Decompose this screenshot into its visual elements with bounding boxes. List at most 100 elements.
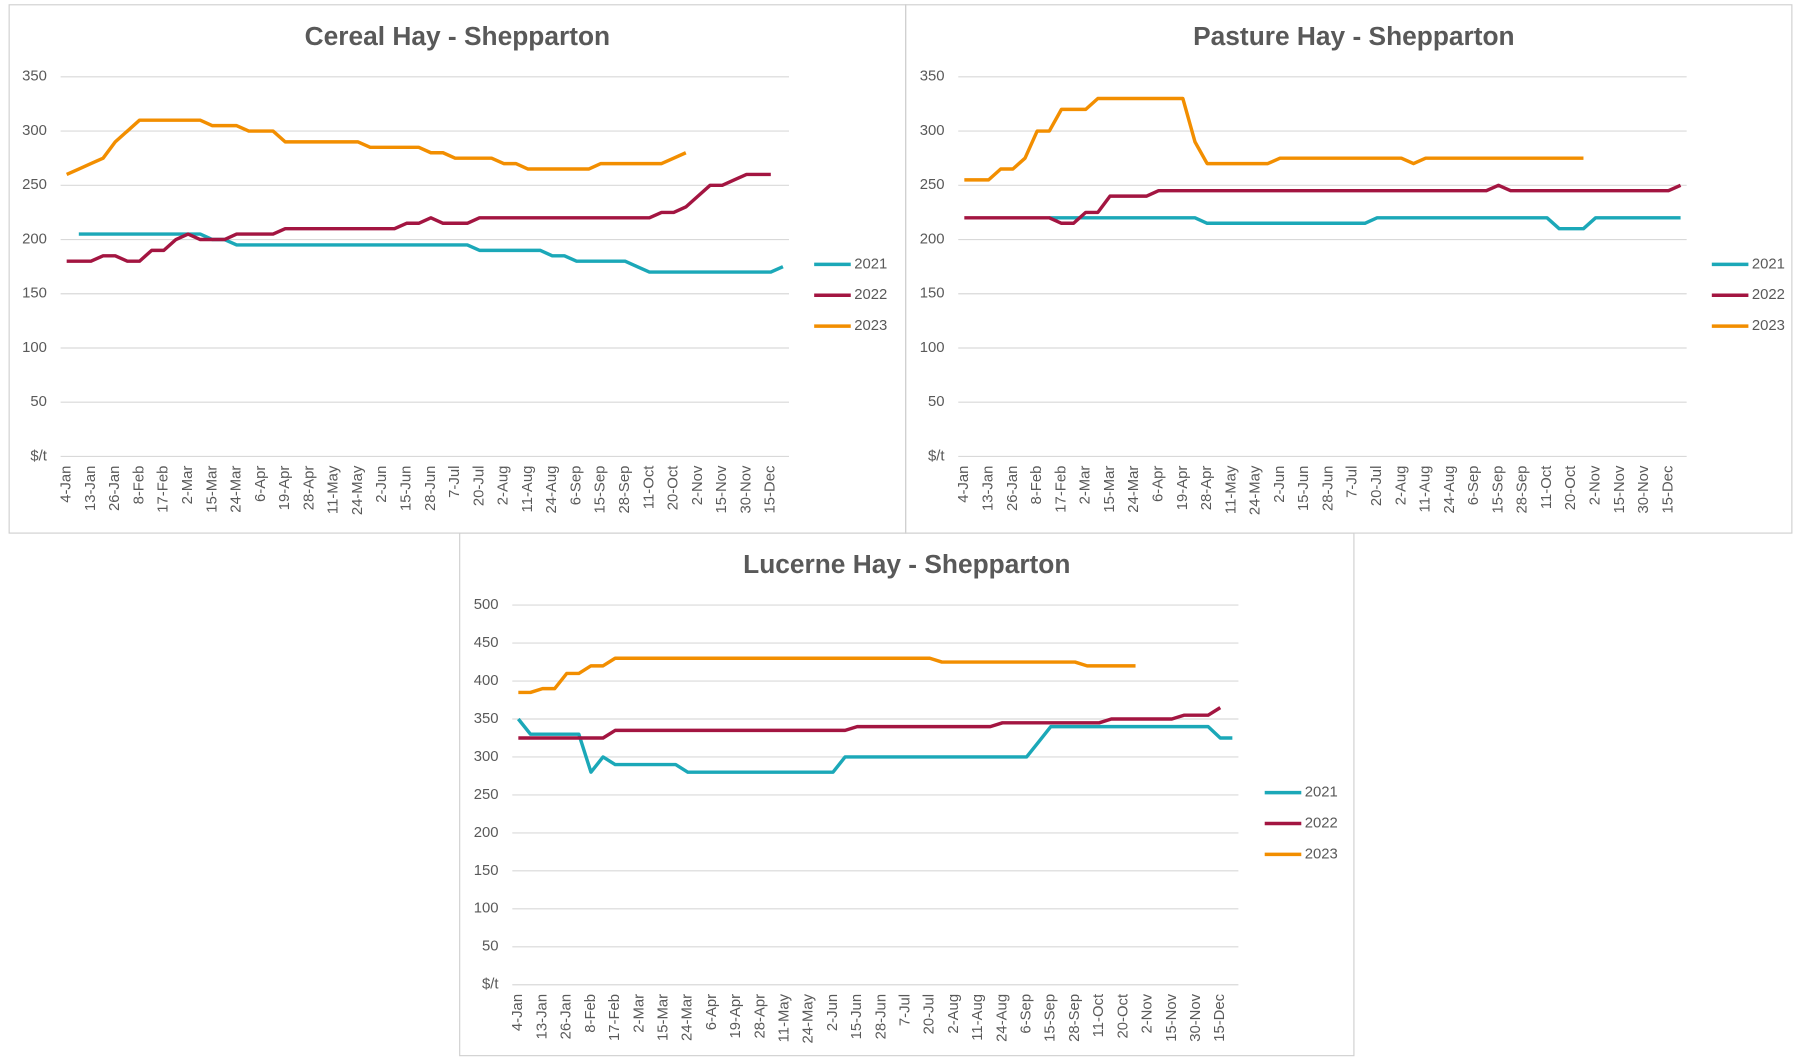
y-tick-label: 300 (22, 123, 47, 139)
y-tick-label: 450 (474, 635, 499, 651)
x-tick-label: 7-Jul (898, 994, 914, 1026)
legend-label: 2023 (1305, 846, 1338, 862)
x-tick-label: 28-Jun (873, 994, 889, 1039)
x-tick-label: 6-Sep (1019, 994, 1035, 1034)
x-tick-label: 2-Mar (631, 994, 647, 1033)
x-tick-label: 20-Oct (1563, 465, 1579, 510)
x-tick-label: 2-Aug (496, 466, 512, 506)
x-tick-label: 2-Nov (1140, 993, 1156, 1033)
x-tick-label: 2-Mar (180, 466, 196, 505)
x-tick-label: 7-Jul (447, 466, 463, 498)
panel (8, 4, 907, 534)
y-tick-label: $/t (482, 977, 499, 993)
y-tick-label: 300 (920, 123, 945, 139)
y-tick-label: 50 (482, 939, 499, 955)
y-tick-label: 250 (22, 177, 47, 193)
y-tick-label: 350 (474, 711, 499, 727)
x-tick-label: 15-Dec (763, 465, 779, 513)
x-tick-label: 15-Nov (1164, 993, 1180, 1041)
x-tick-label: 20-Jul (1369, 466, 1385, 506)
y-tick-label: 100 (920, 340, 945, 356)
y-tick-label: 50 (30, 394, 47, 410)
y-tick-label: 150 (920, 286, 945, 302)
legend-label: 2021 (1305, 785, 1338, 801)
x-tick-label: 15-Jun (399, 466, 415, 511)
series-line (66, 172, 771, 263)
x-tick-label: 6-Sep (1466, 466, 1482, 506)
x-tick-label: 17-Feb (607, 994, 623, 1041)
x-tick-label: 24-Mar (229, 466, 245, 513)
legend-label: 2023 (1752, 318, 1785, 334)
x-tick-label: 15-Sep (1043, 994, 1059, 1042)
series-line (964, 183, 1682, 225)
y-tick-label: $/t (30, 448, 47, 464)
x-tick-label: 11-May (1223, 465, 1239, 514)
x-tick-label: 15-Mar (1102, 466, 1118, 513)
legend-label: 2021 (1752, 256, 1785, 272)
x-tick-label: 15-Jun (849, 994, 865, 1039)
legend-label: 2022 (854, 287, 887, 303)
x-tick-label: 11-Aug (1418, 466, 1434, 513)
x-tick-label: 20-Oct (1115, 993, 1131, 1038)
x-tick-label: 24-May (1248, 465, 1264, 515)
y-tick-label: 400 (474, 673, 499, 689)
x-tick-label: 24-Aug (544, 466, 560, 514)
x-tick-label: 28-Apr (301, 466, 317, 511)
y-tick-label: 50 (928, 394, 945, 410)
x-tick-label: 20-Oct (666, 465, 682, 510)
x-tick-label: 30-Nov (1188, 993, 1204, 1041)
x-tick-label: 28-Sep (617, 466, 633, 514)
x-tick-label: 11-Aug (520, 466, 536, 513)
x-tick-label: 26-Jan (1005, 466, 1021, 511)
x-tick-label: 17-Feb (1053, 466, 1069, 513)
x-tick-label: 6-Sep (568, 466, 584, 506)
x-tick-label: 15-Dec (1660, 465, 1676, 513)
x-tick-label: 17-Feb (156, 466, 172, 513)
x-tick-label: 15-Nov (714, 465, 730, 513)
y-tick-label: 250 (474, 787, 499, 803)
x-tick-label: 20-Jul (922, 994, 938, 1034)
y-tick-label: 250 (920, 177, 945, 193)
y-tick-label: 200 (474, 825, 499, 841)
x-tick-label: 15-Mar (204, 466, 220, 513)
x-tick-label: 8-Feb (583, 994, 599, 1033)
x-tick-label: 28-Apr (1199, 466, 1215, 511)
x-tick-label: 8-Feb (131, 466, 147, 505)
x-tick-label: 15-Jun (1296, 466, 1312, 511)
x-tick-label: 28-Sep (1515, 466, 1531, 514)
y-tick-label: 200 (920, 231, 945, 247)
y-tick-label: 100 (22, 340, 47, 356)
x-tick-label: 28-Jun (423, 466, 439, 511)
x-tick-label: 2-Aug (1393, 466, 1409, 506)
x-tick-label: 15-Mar (655, 994, 671, 1041)
series-line (518, 706, 1222, 740)
x-tick-label: 24-May (350, 465, 366, 515)
x-tick-label: 2-Jun (825, 994, 841, 1031)
x-tick-label: 11-Oct (641, 465, 657, 509)
x-tick-label: 24-Aug (994, 994, 1010, 1042)
x-tick-label: 26-Jan (559, 994, 575, 1039)
x-tick-label: 2-Nov (1588, 465, 1604, 505)
x-tick-label: 19-Apr (728, 994, 744, 1039)
chart-title: Cereal Hay - Shepparton (305, 21, 610, 51)
x-tick-label: 4-Jan (956, 466, 972, 503)
x-tick-label: 8-Feb (1029, 466, 1045, 505)
y-tick-label: 300 (474, 749, 499, 765)
x-tick-label: 24-Mar (680, 994, 696, 1041)
x-tick-label: 15-Nov (1612, 465, 1628, 513)
x-tick-label: 11-Oct (1091, 993, 1107, 1037)
x-tick-label: 19-Apr (1175, 466, 1191, 511)
x-tick-label: 15-Sep (1490, 466, 1506, 514)
series-line (78, 232, 784, 274)
legend-label: 2022 (1752, 287, 1785, 303)
x-tick-label: 6-Apr (704, 994, 720, 1030)
y-tick-label: 350 (22, 69, 47, 85)
y-tick-label: 350 (920, 69, 945, 85)
x-tick-label: 11-May (326, 465, 342, 514)
x-tick-label: 2-Mar (1078, 466, 1094, 505)
y-tick-label: 150 (474, 863, 499, 879)
x-tick-label: 11-Aug (970, 994, 986, 1041)
y-tick-label: 150 (22, 286, 47, 302)
x-tick-label: 13-Jan (534, 994, 550, 1039)
